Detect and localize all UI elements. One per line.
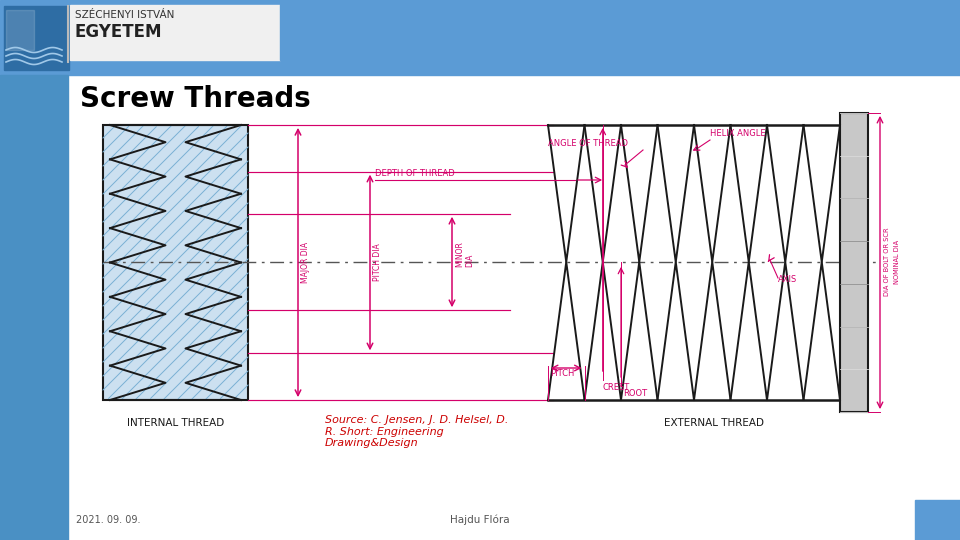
Text: PITCH DIA: PITCH DIA [373,243,382,281]
Bar [6,10,34,50]
Text: Source: C. Jensen, J. D. Helsel, D.
R. Short: Engineering
Drawing&Design: Source: C. Jensen, J. D. Helsel, D. R. S… [325,415,509,448]
Text: DEPTH OF THREAD: DEPTH OF THREAD [375,169,455,178]
Text: MINOR
DIA: MINOR DIA [455,241,474,267]
Text: HELIX ANGLE: HELIX ANGLE [710,129,766,138]
Text: AXIS: AXIS [778,275,797,284]
Bar [0,75,68,540]
Text: CREST: CREST [603,383,630,392]
Text: ANGLE OF THREAD: ANGLE OF THREAD [548,139,628,148]
Text: INTERNAL THREAD: INTERNAL THREAD [127,418,224,428]
Text: Hajdu Flóra: Hajdu Flóra [450,515,510,525]
Text: Screw Threads: Screw Threads [80,85,311,113]
Bar [0,0,960,75]
Bar [103,125,248,400]
Text: ROOT: ROOT [623,389,647,398]
Text: NOMINAL DIA: NOMINAL DIA [894,240,900,284]
Text: SZÉCHENYI ISTVÁN: SZÉCHENYI ISTVÁN [75,10,175,20]
Text: PITCH: PITCH [550,369,574,378]
Bar [280,4,960,60]
Bar [840,113,868,412]
Text: 2021. 09. 09.: 2021. 09. 09. [76,515,140,525]
Bar [915,500,960,540]
Bar [4,6,69,70]
Text: EGYETEM: EGYETEM [75,23,162,41]
Text: EXTERNAL THREAD: EXTERNAL THREAD [664,418,764,428]
Text: DIA OF BOLT OR SCR: DIA OF BOLT OR SCR [884,228,890,296]
Bar [70,5,280,60]
Text: MAJOR DIA: MAJOR DIA [301,241,310,282]
